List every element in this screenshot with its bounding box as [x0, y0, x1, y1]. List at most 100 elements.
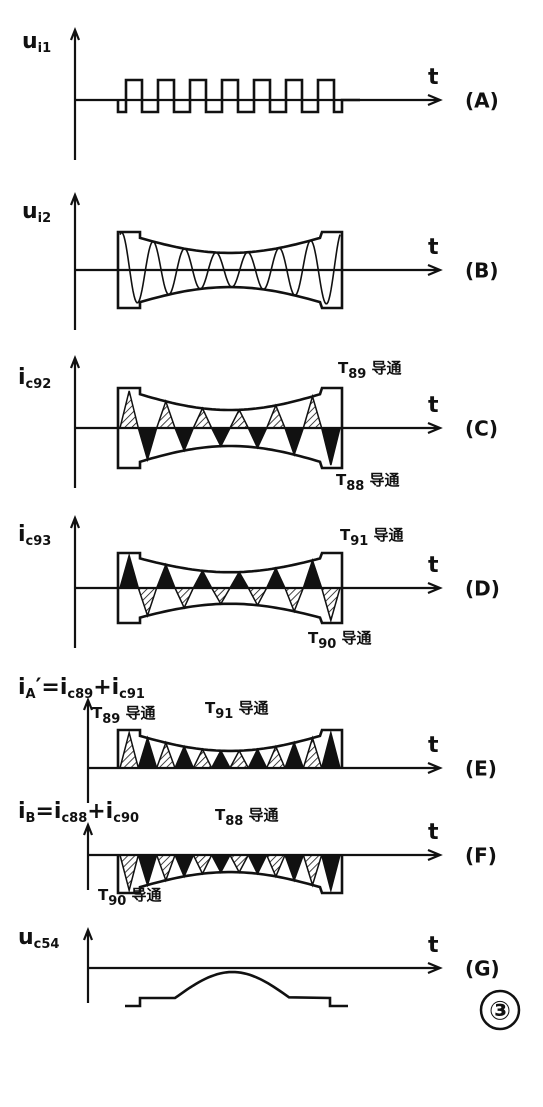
envelope [116, 386, 344, 428]
conduction-pulse [265, 854, 287, 879]
conduction-note: T89 导通 [338, 359, 402, 382]
envelope [116, 588, 344, 625]
axis-label: ic93 [18, 522, 51, 549]
conduction-pulse [247, 587, 268, 607]
conduction-note-part: T [92, 704, 103, 722]
conduction-pulse [320, 729, 341, 769]
conduction-pulse [302, 854, 323, 888]
conduction-pulse [228, 408, 250, 429]
conduction-pulse [247, 854, 268, 876]
conduction-note-part: 91 [215, 707, 233, 722]
y-axis [69, 355, 81, 488]
conduction-pulse [119, 729, 140, 769]
t-label: t [428, 820, 439, 845]
conduction-note-part: T [215, 806, 226, 824]
axis-label: ui1 [22, 29, 51, 56]
conduction-pulse [173, 587, 195, 610]
axis-label-part: c90 [113, 811, 139, 826]
conduction-pulse [210, 854, 232, 874]
conduction-pulse [302, 557, 323, 589]
conduction-note-part: T [340, 526, 351, 544]
conduction-note-part: T [308, 629, 319, 647]
conduction-note: T89 导通 [92, 704, 156, 727]
conduction-note-part: 导通 [233, 699, 268, 717]
conduction-pulse [192, 747, 213, 769]
axis-label-part: c93 [26, 534, 52, 549]
x-axis [88, 961, 443, 975]
conduction-pulse [210, 427, 232, 448]
conduction-pulse [173, 744, 195, 769]
axis-label-part: i [18, 522, 26, 547]
conduction-pulse [192, 569, 213, 589]
conduction-pulse [320, 587, 341, 624]
axis-label-part: i2 [38, 211, 52, 226]
t-label: t [428, 933, 439, 958]
axis-label-part: c92 [26, 377, 52, 392]
conduction-pulse [247, 747, 268, 769]
conduction-pulse [210, 749, 232, 769]
panel-letter: (F) [465, 844, 497, 868]
conduction-pulse [302, 735, 323, 769]
envelope [116, 428, 344, 470]
conduction-pulse [137, 587, 158, 619]
conduction-note-part: 导通 [243, 806, 278, 824]
y-axis [82, 822, 94, 890]
panel-letter: (A) [465, 89, 499, 113]
conduction-pulse [302, 393, 323, 429]
conduction-note-part: 导通 [368, 526, 403, 544]
envelope [116, 551, 344, 588]
axis-label-part: +i [87, 799, 113, 824]
panel-letter: (E) [465, 757, 497, 781]
conduction-pulse [228, 854, 250, 874]
conduction-pulse [283, 740, 305, 769]
axis-label-part: c88 [61, 811, 87, 826]
conduction-note: T91 导通 [340, 526, 404, 549]
axis-label-part: +i [93, 675, 119, 700]
conduction-note-part: 89 [102, 712, 120, 727]
axis-label-part: u [22, 29, 38, 54]
conduction-pulse [283, 587, 305, 614]
panel-letter: (B) [465, 259, 499, 283]
axis-label: iA′=ic89+ic91 [18, 675, 145, 702]
conduction-pulse [210, 587, 232, 606]
conduction-pulse [283, 854, 305, 883]
axis-label-part: c91 [119, 687, 145, 702]
envelope [116, 270, 344, 310]
axis-label-part: i1 [38, 41, 52, 56]
conduction-pulse [119, 854, 140, 894]
conduction-pulse [320, 854, 341, 894]
axis-label-part: B [26, 811, 36, 826]
conduction-pulse [119, 552, 140, 589]
axis-label-part: u [18, 925, 34, 950]
conduction-note: T91 导通 [205, 699, 269, 722]
axis-label-part: ′=i [36, 675, 68, 700]
t-label: t [428, 393, 439, 418]
axis-label-part: c89 [67, 687, 93, 702]
envelope [116, 230, 344, 270]
axis-label-part: c54 [34, 937, 60, 952]
t-label: t [428, 65, 439, 90]
x-axis [75, 93, 443, 107]
conduction-pulse [247, 427, 268, 450]
conduction-pulse [192, 406, 213, 429]
axis-label: ic92 [18, 365, 51, 392]
square-wave [116, 78, 360, 114]
axis-label: uc54 [18, 925, 59, 952]
axis-label: iB=ic88+ic90 [18, 799, 139, 826]
figure-number: ③ [489, 997, 511, 1027]
conduction-pulse [137, 854, 158, 888]
sine-wave [119, 231, 341, 305]
conduction-note: T90 导通 [98, 886, 162, 909]
t-label: t [428, 553, 439, 578]
conduction-pulse [137, 735, 158, 769]
y-axis [69, 27, 81, 160]
conduction-note-part: 导通 [336, 629, 371, 647]
y-axis [82, 927, 94, 1003]
conduction-note: T88 导通 [215, 806, 279, 829]
conduction-pulse [228, 570, 250, 589]
conduction-note-part: 导通 [120, 704, 155, 722]
envelope [116, 855, 344, 895]
x-axis [75, 263, 443, 277]
conduction-note-part: T [336, 471, 347, 489]
conduction-note-part: 90 [318, 637, 336, 652]
